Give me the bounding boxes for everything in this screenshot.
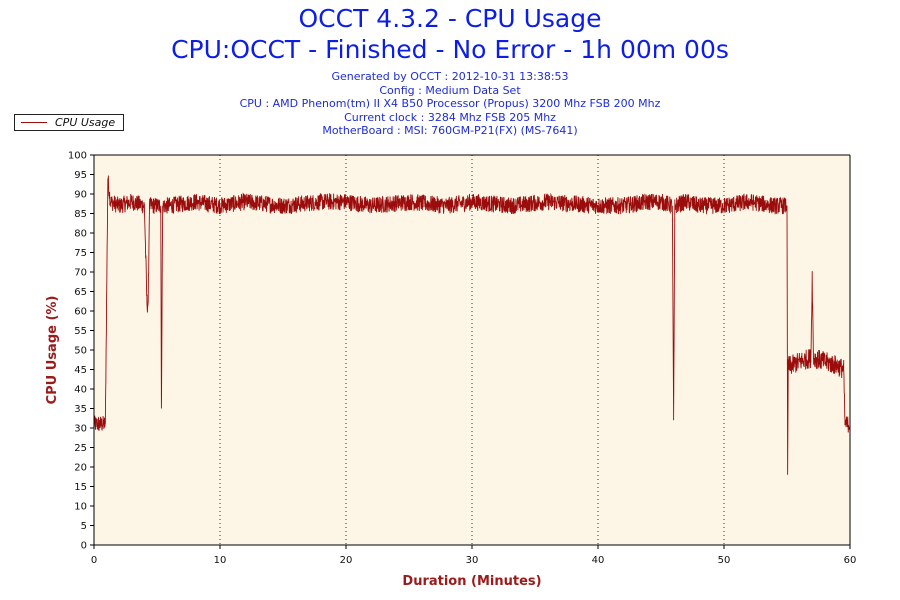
- x-tick-label: 50: [718, 555, 731, 566]
- x-tick-label: 20: [340, 555, 353, 566]
- grid-lines: [219, 155, 725, 545]
- series-line-cpu-usage: [93, 175, 851, 475]
- y-tick-label: 5: [81, 521, 87, 532]
- y-tick-label: 85: [74, 209, 87, 220]
- legend: CPU Usage: [14, 114, 124, 131]
- info-cpu: CPU : AMD Phenom(tm) II X4 B50 Processor…: [239, 97, 661, 111]
- x-axis-label: Duration (Minutes): [402, 574, 541, 589]
- info-clock: Current clock : 3284 Mhz FSB 205 Mhz: [344, 110, 556, 124]
- y-tick-label: 25: [74, 443, 87, 454]
- x-tick-label: 30: [466, 555, 479, 566]
- y-tick-label: 80: [74, 229, 87, 240]
- y-tick-label: 20: [74, 463, 87, 474]
- x-tick-label: 10: [214, 555, 227, 566]
- y-tick-label: 30: [74, 424, 87, 435]
- y-axis-label: CPU Usage (%): [45, 296, 60, 405]
- y-tick-label: 10: [74, 502, 87, 513]
- y-tick-label: 70: [74, 268, 87, 279]
- series-group: [93, 175, 851, 475]
- info-block: Generated by OCCT : 2012-10-31 13:38:53 …: [0, 70, 900, 138]
- y-tick-label: 90: [74, 190, 87, 201]
- chart-title: OCCT 4.3.2 - CPU Usage: [298, 4, 602, 33]
- legend-swatch: [21, 122, 47, 123]
- chart-subtitle: CPU:OCCT - Finished - No Error - 1h 00m …: [171, 35, 729, 64]
- y-tick-label: 100: [68, 151, 87, 162]
- x-tick-label: 40: [592, 555, 605, 566]
- y-tick-label: 55: [74, 326, 87, 337]
- info-motherboard: MotherBoard : MSI: 760GM-P21(FX) (MS-764…: [322, 124, 578, 138]
- x-tick-label: 60: [844, 555, 857, 566]
- y-tick-label: 60: [74, 307, 87, 318]
- info-generated: Generated by OCCT : 2012-10-31 13:38:53: [331, 70, 569, 83]
- y-tick-label: 35: [74, 404, 87, 415]
- x-tick-label: 0: [91, 555, 97, 566]
- y-tick-label: 65: [74, 287, 87, 298]
- y-tick-label: 95: [74, 170, 87, 181]
- y-tick-label: 40: [74, 385, 87, 396]
- ticks: 0 5 10 15 20 25 30 35 40 45 50 55 60 65 70 75 80 85 90 95 10…: [68, 151, 856, 567]
- y-tick-label: 45: [74, 365, 87, 376]
- info-config: Config : Medium Data Set: [379, 83, 521, 97]
- legend-label: CPU Usage: [55, 116, 116, 129]
- plot-area: [94, 155, 850, 545]
- y-tick-label: 50: [74, 346, 87, 357]
- y-tick-label: 15: [74, 482, 87, 493]
- y-tick-label: 0: [81, 541, 87, 552]
- y-tick-label: 75: [74, 248, 87, 259]
